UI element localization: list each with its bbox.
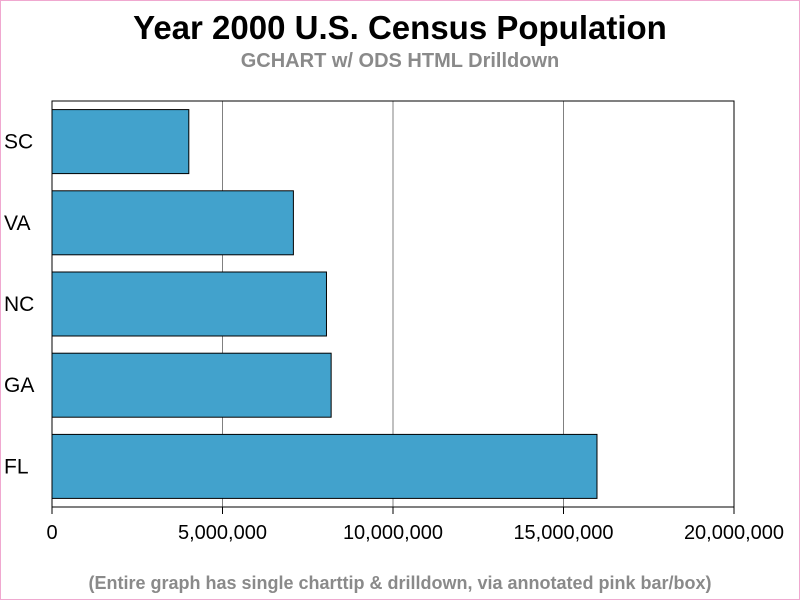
bars bbox=[51, 109, 598, 499]
tick-label: 5,000,000 bbox=[178, 522, 267, 544]
footnote: (Entire graph has single charttip & dril… bbox=[88, 573, 712, 593]
category-label: FL bbox=[4, 455, 29, 478]
bar-ga[interactable] bbox=[51, 352, 332, 418]
category-label: NC bbox=[4, 293, 34, 316]
category-label: VA bbox=[4, 212, 30, 235]
bar-nc[interactable] bbox=[51, 271, 327, 337]
bar-fl[interactable] bbox=[51, 433, 598, 499]
tick-label: 20,000,000 bbox=[684, 522, 784, 544]
category-label: SC bbox=[4, 131, 33, 154]
category-labels: SC VA NC GA FL bbox=[4, 131, 34, 479]
chart-title: Year 2000 U.S. Census Population bbox=[133, 9, 667, 46]
chart-subtitle: GCHART w/ ODS HTML Drilldown bbox=[240, 50, 560, 72]
plot-area bbox=[51, 100, 735, 508]
tick-label: 10,000,000 bbox=[343, 522, 443, 544]
bar-sc[interactable] bbox=[51, 109, 190, 175]
tick-label: 0 bbox=[46, 522, 57, 544]
category-label: GA bbox=[4, 374, 34, 397]
tick-label: 15,000,000 bbox=[513, 522, 613, 544]
axis-ticks: 0 5,000,000 10,000,000 15,000,000 20,000,000 bbox=[46, 507, 784, 544]
bar-va[interactable] bbox=[51, 190, 294, 256]
